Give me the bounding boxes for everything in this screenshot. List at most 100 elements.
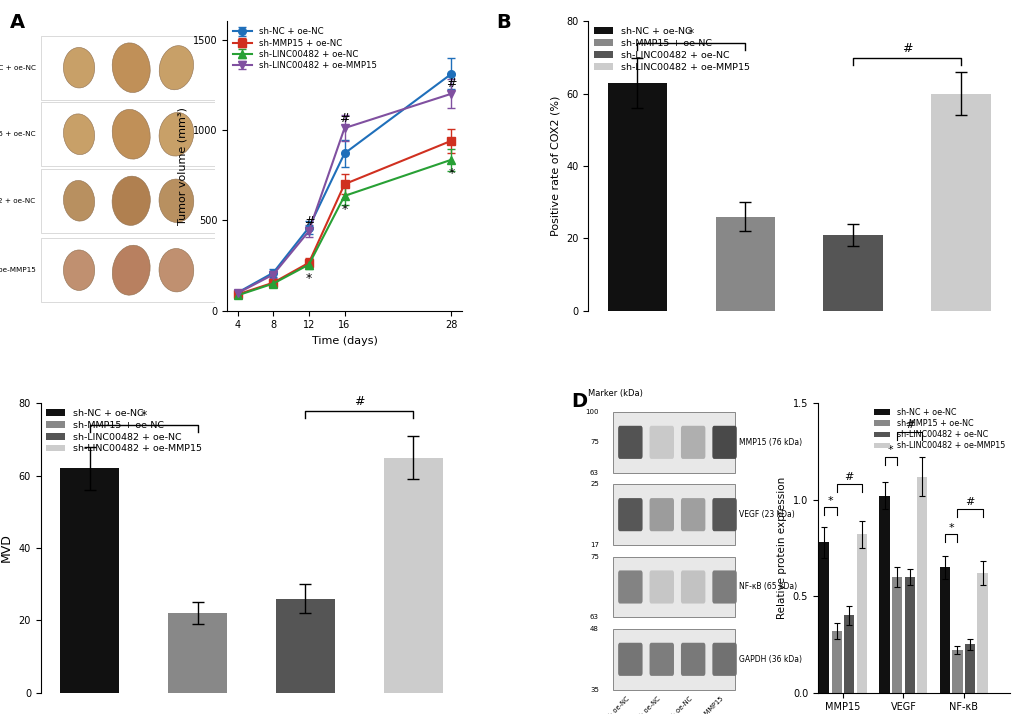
- Ellipse shape: [112, 109, 150, 159]
- FancyBboxPatch shape: [681, 498, 705, 531]
- Bar: [964, 644, 974, 693]
- Bar: [715, 216, 774, 311]
- Bar: [830, 631, 841, 693]
- Text: sh-LINC00482 + oe-MMP15: sh-LINC00482 + oe-MMP15: [656, 695, 723, 714]
- Bar: [952, 650, 962, 693]
- Bar: [930, 94, 989, 311]
- Bar: [168, 613, 227, 693]
- Ellipse shape: [112, 246, 150, 295]
- Text: 48: 48: [590, 626, 598, 632]
- Text: *: *: [826, 496, 833, 506]
- Bar: [916, 476, 926, 693]
- Ellipse shape: [63, 114, 95, 154]
- Text: *: *: [306, 272, 312, 285]
- Text: 75: 75: [590, 439, 598, 446]
- Text: #: #: [844, 473, 853, 483]
- Text: NF-κB (65 kDa): NF-κB (65 kDa): [738, 583, 796, 591]
- Text: 75: 75: [590, 553, 598, 560]
- Ellipse shape: [63, 250, 95, 291]
- Ellipse shape: [159, 46, 194, 89]
- Bar: [844, 615, 854, 693]
- FancyBboxPatch shape: [711, 426, 736, 459]
- Bar: [822, 235, 881, 311]
- Bar: [275, 598, 334, 693]
- FancyBboxPatch shape: [618, 643, 642, 676]
- Text: #: #: [304, 215, 314, 228]
- Text: D: D: [571, 392, 587, 411]
- Ellipse shape: [63, 181, 95, 221]
- Ellipse shape: [63, 47, 95, 88]
- Bar: [41, 169, 214, 233]
- Bar: [41, 102, 214, 166]
- Text: 25: 25: [590, 481, 598, 487]
- Text: *: *: [888, 446, 893, 456]
- Bar: [383, 458, 442, 693]
- FancyBboxPatch shape: [711, 643, 736, 676]
- Bar: [60, 468, 119, 693]
- Legend: sh-NC + oe-NC, sh-MMP15 + oe-NC, sh-LINC00482 + oe-NC, sh-LINC00482 + oe-MMP15: sh-NC + oe-NC, sh-MMP15 + oe-NC, sh-LINC…: [46, 408, 203, 454]
- Text: 35: 35: [590, 687, 598, 693]
- Text: *: *: [447, 167, 454, 180]
- FancyBboxPatch shape: [618, 498, 642, 531]
- Text: *: *: [341, 203, 347, 216]
- Text: sh-MMP15 + oe-NC: sh-MMP15 + oe-NC: [612, 695, 661, 714]
- FancyBboxPatch shape: [649, 643, 674, 676]
- Bar: [612, 629, 735, 690]
- Bar: [607, 83, 666, 311]
- FancyBboxPatch shape: [711, 498, 736, 531]
- Bar: [976, 573, 986, 693]
- Text: *: *: [688, 27, 694, 40]
- Text: *: *: [948, 523, 953, 533]
- Bar: [612, 484, 735, 545]
- FancyBboxPatch shape: [681, 643, 705, 676]
- Text: A: A: [9, 13, 24, 31]
- Legend: sh-NC + oe-NC, sh-MMP15 + oe-NC, sh-LINC00482 + oe-NC, sh-LINC00482 + oe-MMP15: sh-NC + oe-NC, sh-MMP15 + oe-NC, sh-LINC…: [231, 26, 378, 71]
- Legend: sh-NC + oe-NC, sh-MMP15 + oe-NC, sh-LINC00482 + oe-NC, sh-LINC00482 + oe-MMP15: sh-NC + oe-NC, sh-MMP15 + oe-NC, sh-LINC…: [872, 407, 1005, 451]
- Text: #: #: [904, 421, 913, 431]
- FancyBboxPatch shape: [649, 498, 674, 531]
- Bar: [904, 577, 914, 693]
- Text: sh-MMP15 + oe-NC: sh-MMP15 + oe-NC: [0, 131, 36, 137]
- Text: GAPDH (36 kDa): GAPDH (36 kDa): [738, 655, 801, 664]
- FancyBboxPatch shape: [618, 570, 642, 603]
- Legend: sh-NC + oe-NC, sh-MMP15 + oe-NC, sh-LINC00482 + oe-NC, sh-LINC00482 + oe-MMP15: sh-NC + oe-NC, sh-MMP15 + oe-NC, sh-LINC…: [593, 26, 750, 73]
- Ellipse shape: [112, 176, 150, 226]
- FancyBboxPatch shape: [681, 426, 705, 459]
- X-axis label: Time (days): Time (days): [311, 336, 377, 346]
- Text: sh-LINC00482 + oe-MMP15: sh-LINC00482 + oe-MMP15: [0, 267, 36, 273]
- Text: sh-NC + oe-NC: sh-NC + oe-NC: [591, 695, 630, 714]
- Bar: [818, 542, 828, 693]
- Y-axis label: Tumor volume (mm³): Tumor volume (mm³): [177, 107, 186, 225]
- Bar: [41, 238, 214, 302]
- Y-axis label: Relative protein expression: Relative protein expression: [776, 477, 787, 619]
- Text: 17: 17: [589, 542, 598, 548]
- FancyBboxPatch shape: [681, 570, 705, 603]
- Ellipse shape: [159, 248, 194, 293]
- Bar: [878, 496, 889, 693]
- Text: #: #: [445, 77, 457, 91]
- Bar: [612, 557, 735, 618]
- Text: sh-LINC00482 + oe-NC: sh-LINC00482 + oe-NC: [635, 695, 693, 714]
- FancyBboxPatch shape: [711, 570, 736, 603]
- Text: Marker (kDa): Marker (kDa): [588, 388, 643, 398]
- FancyBboxPatch shape: [649, 570, 674, 603]
- FancyBboxPatch shape: [649, 426, 674, 459]
- Text: 63: 63: [589, 614, 598, 620]
- Bar: [856, 535, 866, 693]
- Ellipse shape: [112, 43, 150, 92]
- Text: #: #: [901, 41, 911, 55]
- FancyBboxPatch shape: [618, 426, 642, 459]
- Text: VEGF (23 kDa): VEGF (23 kDa): [738, 511, 794, 519]
- Text: #: #: [339, 112, 350, 125]
- Text: B: B: [495, 13, 511, 31]
- Bar: [938, 567, 949, 693]
- Bar: [41, 36, 214, 99]
- Text: #: #: [354, 395, 364, 408]
- Bar: [891, 577, 902, 693]
- Text: 100: 100: [585, 409, 598, 415]
- Text: *: *: [141, 409, 147, 422]
- Text: MMP15 (76 kDa): MMP15 (76 kDa): [738, 438, 801, 447]
- Text: sh-NC + oe-NC: sh-NC + oe-NC: [0, 65, 36, 71]
- Text: 63: 63: [589, 470, 598, 476]
- Ellipse shape: [159, 112, 194, 156]
